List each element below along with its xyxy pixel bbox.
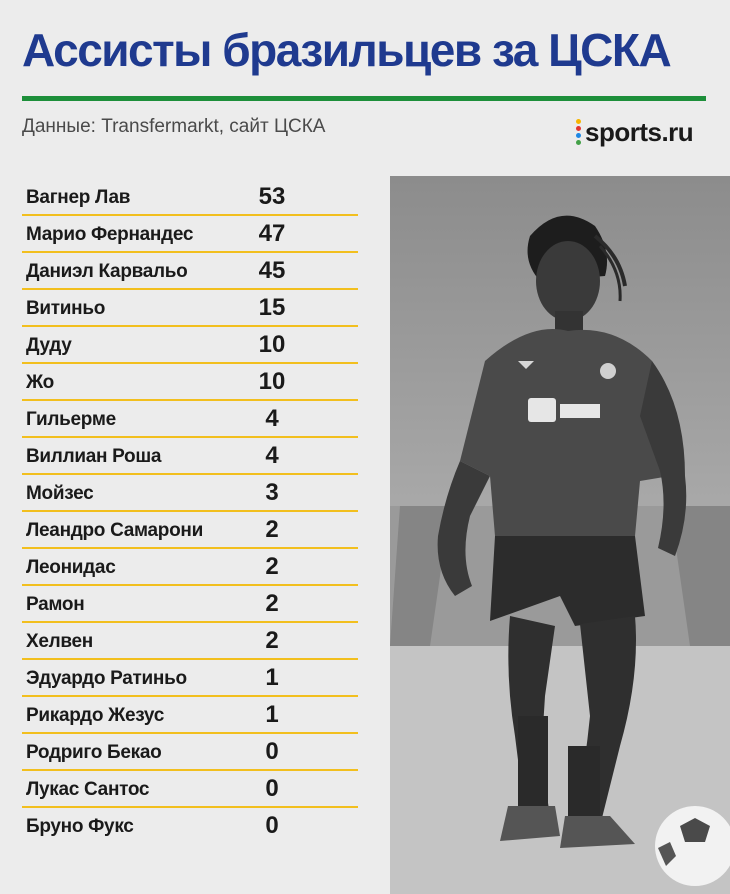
logo-dots-icon [576, 119, 581, 145]
player-name: Хелвен [26, 631, 93, 652]
table-row: Рамон 2 [22, 584, 358, 621]
player-name: Виллиан Роша [26, 446, 162, 467]
table-row: Рикардо Жезус 1 [22, 695, 358, 732]
assists-value: 53 [258, 183, 286, 210]
table-row: Витиньо 15 [22, 288, 358, 325]
assists-value: 2 [265, 627, 279, 654]
table-row: Лукас Сантос 0 [22, 769, 358, 806]
assists-value: 0 [265, 775, 279, 802]
table-row: Родриго Бекао 0 [22, 732, 358, 769]
source-note: Данные: Transfermarkt, сайт ЦСКА [22, 116, 326, 137]
table-row: Эдуардо Ратиньо 1 [22, 658, 358, 695]
table-row: Даниэл Карвальо 45 [22, 251, 358, 288]
logo-dot [576, 119, 581, 124]
table-row: Марио Фернандес 47 [22, 214, 358, 251]
player-name: Рамон [26, 594, 85, 615]
footballer-illustration [390, 215, 730, 894]
assists-value: 3 [265, 479, 279, 506]
player-name: Бруно Фукс [26, 816, 134, 837]
assists-value: 2 [265, 590, 279, 617]
assists-value: 10 [258, 368, 286, 395]
table-row: Хелвен 2 [22, 621, 358, 658]
assists-value: 0 [265, 738, 279, 765]
table-row: Мойзес 3 [22, 473, 358, 510]
logo-dot [576, 133, 581, 138]
player-name: Даниэл Карвальо [26, 261, 188, 282]
table-row: Бруно Фукс 0 [22, 806, 358, 843]
assists-value: 47 [258, 220, 286, 247]
assists-value: 15 [258, 294, 286, 321]
table-row: Вагнер Лав 53 [22, 178, 358, 214]
player-name: Витиньо [26, 298, 106, 319]
page-title: Ассисты бразильцев за ЦСКА [22, 24, 672, 76]
table-row: Леонидас 2 [22, 547, 358, 584]
player-name: Вагнер Лав [26, 187, 131, 208]
assists-value: 4 [265, 405, 279, 432]
player-name: Лукас Сантос [26, 779, 150, 800]
player-name: Гильерме [26, 409, 116, 430]
title-underline [22, 96, 706, 101]
table-row: Леандро Самарони 2 [22, 510, 358, 547]
table-row: Виллиан Роша 4 [22, 436, 358, 473]
logo-text: sports.ru [585, 116, 694, 147]
logo-dot [576, 126, 581, 131]
logo-dot [576, 140, 581, 145]
assists-value: 4 [265, 442, 279, 469]
table-row: Жо 10 [22, 362, 358, 399]
player-name: Жо [26, 372, 54, 393]
assists-value: 2 [265, 516, 279, 543]
player-name: Леандро Самарони [26, 520, 203, 541]
player-name: Дуду [26, 335, 72, 356]
assists-value: 10 [258, 331, 286, 358]
player-name: Мойзес [26, 483, 94, 504]
player-name: Марио Фернандес [26, 224, 194, 245]
assists-value: 1 [265, 664, 279, 691]
assists-value: 45 [258, 257, 286, 284]
assists-value: 1 [265, 701, 279, 728]
table-row: Гильерме 4 [22, 399, 358, 436]
player-name: Родриго Бекао [26, 742, 162, 763]
player-name: Леонидас [26, 557, 116, 578]
assists-value: 0 [265, 812, 279, 839]
sports-ru-logo: sports.ru [576, 116, 694, 148]
player-name: Рикардо Жезус [26, 705, 164, 726]
assists-table: Вагнер Лав 53 Марио Фернандес 47 Даниэл Карв… [22, 178, 358, 843]
player-photo [390, 176, 730, 894]
player-name: Эдуардо Ратиньо [26, 668, 187, 689]
assists-value: 2 [265, 553, 279, 580]
table-row: Дуду 10 [22, 325, 358, 362]
